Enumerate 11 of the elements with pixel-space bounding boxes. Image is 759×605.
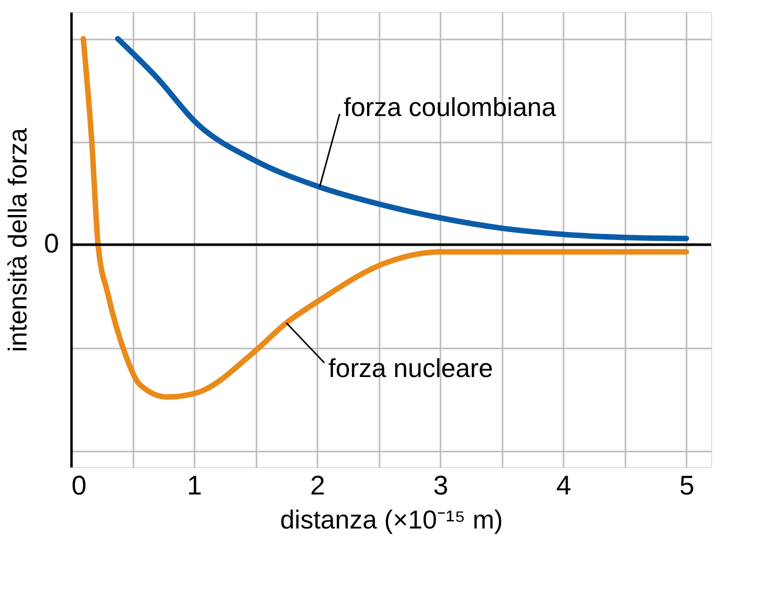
series-label: forza nucleare [328, 352, 494, 383]
x-tick-label: 0 [72, 470, 87, 500]
x-tick-label: 4 [556, 470, 572, 500]
x-tick-label: 1 [187, 470, 202, 500]
x-axis-title: distanza (×10⁻¹⁵ m) [280, 504, 503, 534]
x-tick-label: 5 [679, 470, 694, 500]
y-axis-title: intensità della forza [2, 127, 32, 352]
text: forza coulombiana [344, 92, 557, 122]
x-tick-label: 2 [310, 470, 326, 500]
x-tick-label: 3 [433, 470, 448, 500]
text: 0 [44, 228, 59, 259]
